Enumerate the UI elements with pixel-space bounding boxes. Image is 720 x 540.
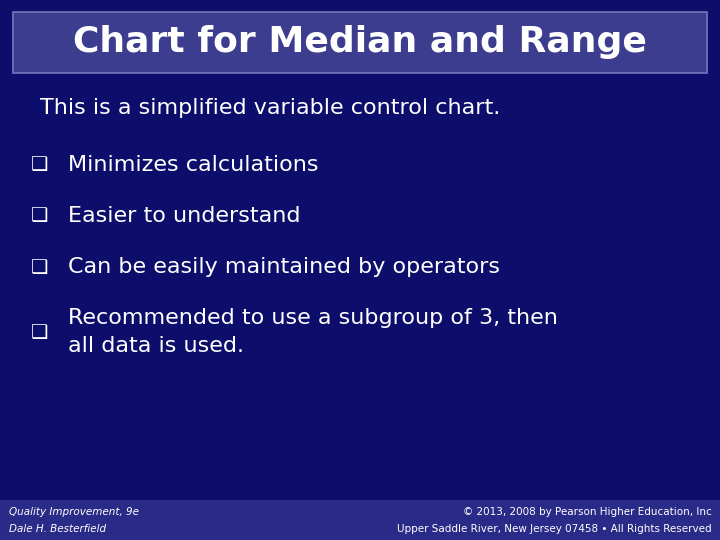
FancyBboxPatch shape: [0, 500, 720, 540]
Text: Dale H. Besterfield: Dale H. Besterfield: [9, 524, 106, 534]
FancyBboxPatch shape: [13, 12, 707, 73]
Text: Can be easily maintained by operators: Can be easily maintained by operators: [68, 257, 500, 278]
Text: ❑: ❑: [31, 258, 48, 277]
Text: Quality Improvement, 9e: Quality Improvement, 9e: [9, 508, 139, 517]
Text: Minimizes calculations: Minimizes calculations: [68, 154, 319, 175]
Text: © 2013, 2008 by Pearson Higher Education, Inc: © 2013, 2008 by Pearson Higher Education…: [463, 508, 711, 517]
Text: ❑: ❑: [31, 206, 48, 226]
Text: ❑: ❑: [31, 322, 48, 342]
Text: Upper Saddle River, New Jersey 07458 • All Rights Reserved: Upper Saddle River, New Jersey 07458 • A…: [397, 524, 711, 534]
Text: Recommended to use a subgroup of 3, then
all data is used.: Recommended to use a subgroup of 3, then…: [68, 308, 558, 356]
Text: ❑: ❑: [31, 155, 48, 174]
Text: This is a simplified variable control chart.: This is a simplified variable control ch…: [40, 98, 500, 118]
Text: Easier to understand: Easier to understand: [68, 206, 301, 226]
Text: Chart for Median and Range: Chart for Median and Range: [73, 25, 647, 59]
